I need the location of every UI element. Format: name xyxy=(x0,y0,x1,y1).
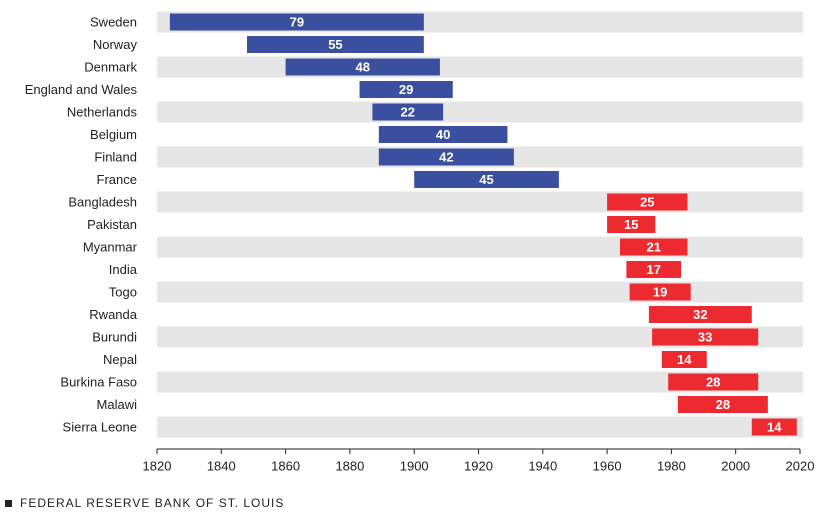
y-tick-label: Bangladesh xyxy=(68,194,137,209)
y-tick-label: Norway xyxy=(93,37,138,52)
bar-value-label: 33 xyxy=(698,329,712,344)
bar-value-label: 48 xyxy=(356,59,370,74)
bar xyxy=(668,373,759,391)
bar xyxy=(372,103,444,121)
row-band xyxy=(157,101,803,123)
x-tick-label: 1940 xyxy=(528,458,557,473)
bar xyxy=(359,81,453,98)
bar-value-label: 42 xyxy=(439,149,453,164)
y-tick-label: Burundi xyxy=(92,329,137,344)
bar xyxy=(378,126,508,143)
y-tick-label: India xyxy=(109,262,138,277)
x-tick-label: 2000 xyxy=(721,458,750,473)
bar-value-label: 14 xyxy=(677,352,692,367)
row-band xyxy=(157,371,803,393)
row-band xyxy=(157,236,803,258)
bar xyxy=(661,351,707,368)
bar-value-label: 79 xyxy=(290,14,304,29)
x-tick-label: 1980 xyxy=(657,458,686,473)
bar xyxy=(629,283,691,301)
bar xyxy=(619,238,688,256)
bar xyxy=(751,418,797,436)
y-tick-label: Sweden xyxy=(90,14,137,29)
bar-value-label: 55 xyxy=(328,37,342,52)
bar-value-label: 32 xyxy=(693,307,707,322)
bar xyxy=(169,13,424,31)
y-tick-label: Finland xyxy=(94,149,137,164)
bar xyxy=(378,148,514,166)
x-tick-label: 1960 xyxy=(593,458,622,473)
x-tick-label: 2020 xyxy=(786,458,815,473)
bar xyxy=(677,396,768,413)
row-band xyxy=(157,416,803,438)
bar-value-label: 22 xyxy=(401,104,415,119)
bar-value-label: 28 xyxy=(706,374,720,389)
y-tick-label: Sierra Leone xyxy=(63,419,137,434)
y-tick-label: England and Wales xyxy=(25,82,138,97)
y-tick-label: Netherlands xyxy=(67,104,138,119)
bar xyxy=(247,36,424,53)
bar-value-label: 40 xyxy=(436,127,450,142)
footer-square xyxy=(5,500,12,507)
y-tick-label: Nepal xyxy=(103,352,137,367)
x-tick-label: 1880 xyxy=(335,458,364,473)
bar xyxy=(607,193,688,211)
footer: FEDERAL RESERVE BANK OF ST. LOUIS xyxy=(20,496,284,510)
bar xyxy=(648,306,752,323)
bar-value-label: 17 xyxy=(646,262,660,277)
row-band xyxy=(157,191,803,213)
bar xyxy=(414,171,559,188)
y-tick-label: Denmark xyxy=(84,59,137,74)
row-band xyxy=(157,56,803,78)
y-tick-label: France xyxy=(97,172,137,187)
y-tick-label: Pakistan xyxy=(87,217,137,232)
row-band xyxy=(157,281,803,303)
bar-value-label: 21 xyxy=(646,239,660,254)
bar xyxy=(285,58,440,76)
x-tick-label: 1840 xyxy=(207,458,236,473)
y-tick-label: Belgium xyxy=(90,127,137,142)
y-tick-label: Malawi xyxy=(97,397,138,412)
bar xyxy=(607,216,656,233)
bar-value-label: 25 xyxy=(640,194,654,209)
bar-value-label: 19 xyxy=(653,284,667,299)
y-tick-label: Burkina Faso xyxy=(60,374,137,389)
bar-value-label: 28 xyxy=(716,397,730,412)
bar-value-label: 14 xyxy=(767,419,782,434)
x-tick-label: 1860 xyxy=(271,458,300,473)
y-tick-label: Togo xyxy=(109,284,137,299)
y-tick-label: Rwanda xyxy=(89,307,137,322)
row-band xyxy=(157,326,803,348)
bar-value-label: 29 xyxy=(399,82,413,97)
y-tick-label: Myanmar xyxy=(83,239,138,254)
x-tick-label: 1900 xyxy=(400,458,429,473)
bar-value-label: 45 xyxy=(479,172,493,187)
x-tick-label: 1820 xyxy=(143,458,172,473)
x-tick-label: 1920 xyxy=(464,458,493,473)
bar-value-label: 15 xyxy=(624,217,638,232)
bar xyxy=(626,261,682,278)
bar xyxy=(652,328,759,346)
